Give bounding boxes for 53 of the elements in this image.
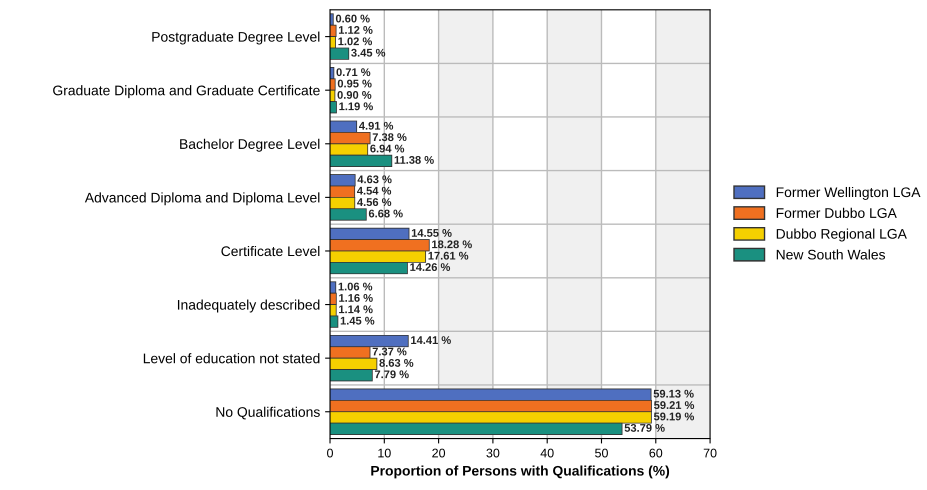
x-tick-label: 0 <box>327 448 333 458</box>
data-label: 6.68 % <box>368 210 403 218</box>
data-label: 1.06 % <box>338 282 372 290</box>
x-tick-label: 50 <box>595 448 608 458</box>
data-label: 0.95 % <box>338 80 372 88</box>
x-tick-label: 40 <box>540 448 554 458</box>
data-label: 4.63 % <box>357 175 392 184</box>
legend-label: Former Dubbo LGA <box>776 208 897 218</box>
data-label: 1.16 % <box>339 294 373 302</box>
data-label: 1.19 % <box>339 102 373 110</box>
y-tick-label: Level of education not stated <box>144 353 320 364</box>
data-label: 14.26 % <box>410 263 450 272</box>
legend-label: New South Wales <box>776 249 886 260</box>
data-label: 0.60 % <box>336 14 370 22</box>
data-label: 3.45 % <box>351 48 386 57</box>
data-label: 8.63 % <box>379 358 414 367</box>
data-label: 18.28 % <box>432 240 472 248</box>
data-label: 7.38 % <box>372 133 407 142</box>
data-label: 11.38 % <box>394 156 434 164</box>
y-tick-label: Certificate Level <box>221 246 320 256</box>
data-label: 17.61 % <box>428 252 468 260</box>
y-tick-label: Advanced Diploma and Diploma Level <box>84 192 320 206</box>
data-label: 6.94 % <box>370 144 404 152</box>
legend-label: Dubbo Regional LGA <box>776 228 907 242</box>
x-tick-label: 20 <box>432 448 446 458</box>
x-tick-label: 30 <box>486 448 500 458</box>
x-tick-label: 10 <box>378 448 391 458</box>
data-label: 59.19 % <box>654 412 694 420</box>
x-axis-title: Proportion of Persons with Qualifications (%) <box>371 465 670 478</box>
data-label: 4.54 % <box>357 186 392 195</box>
data-label: 0.71 % <box>336 68 370 76</box>
y-tick-label: Inadequately described <box>178 300 320 312</box>
y-tick-label: Postgraduate Degree Level <box>152 32 320 45</box>
y-tick-label: No Qualifications <box>216 406 320 420</box>
data-label: 4.56 % <box>357 198 392 206</box>
data-label: 7.79 % <box>374 370 409 378</box>
data-label: 7.37 % <box>372 348 406 356</box>
x-tick-label: 70 <box>704 448 717 458</box>
data-label: 14.41 % <box>411 336 451 344</box>
data-label: 1.12 % <box>338 26 373 34</box>
legend-label: Former Wellington LGA <box>776 186 920 200</box>
data-label: 0.90 % <box>338 91 372 99</box>
data-label: 1.45 % <box>340 316 374 325</box>
data-label: 14.55 % <box>412 229 452 237</box>
data-label: 53.79 % <box>624 424 665 432</box>
data-label: 1.02 % <box>338 37 372 46</box>
data-label: 4.91 % <box>359 122 394 130</box>
data-label: 59.13 % <box>654 390 694 398</box>
y-tick-label: Graduate Diploma and Graduate Certificate <box>53 85 320 98</box>
y-tick-label: Bachelor Degree Level <box>180 138 320 152</box>
data-label: 59.21 % <box>654 401 694 410</box>
x-tick-label: 60 <box>649 448 662 458</box>
data-label: 1.14 % <box>339 305 373 314</box>
